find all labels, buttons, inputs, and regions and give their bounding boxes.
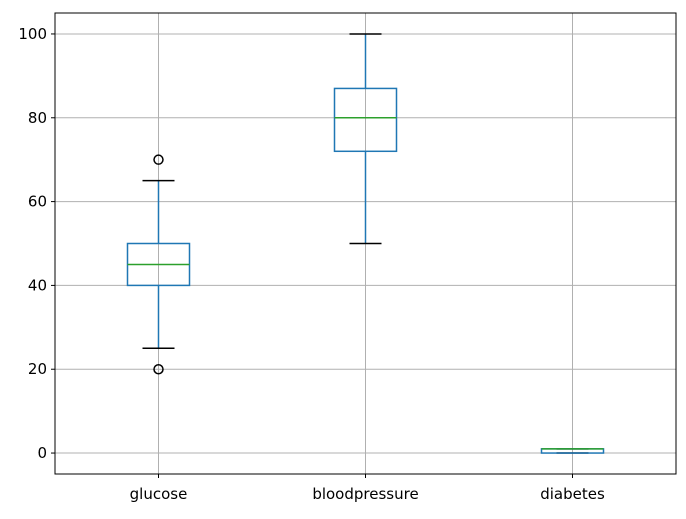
box-group-glucose [126,154,191,375]
outlier-point [153,154,164,165]
y-tick-label: 100 [18,25,47,43]
box-group-diabetes [540,448,605,454]
iqr-box [333,87,398,153]
tick-layer: 0 20 40 60 80 100 glucose bloodpressure diabetes [18,25,605,503]
y-tick-label: 60 [28,193,47,211]
box-group-bloodpressure [333,33,398,245]
x-tick-label: diabetes [540,485,605,503]
y-tick-label: 40 [28,276,47,294]
y-tick-label: 0 [37,444,47,462]
y-tick-label: 80 [28,109,47,127]
x-tick-label: glucose [130,485,188,503]
box-layer [126,33,605,454]
outlier-point [153,363,164,375]
y-tick-label: 20 [28,360,47,378]
x-tick-label: bloodpressure [312,485,418,503]
